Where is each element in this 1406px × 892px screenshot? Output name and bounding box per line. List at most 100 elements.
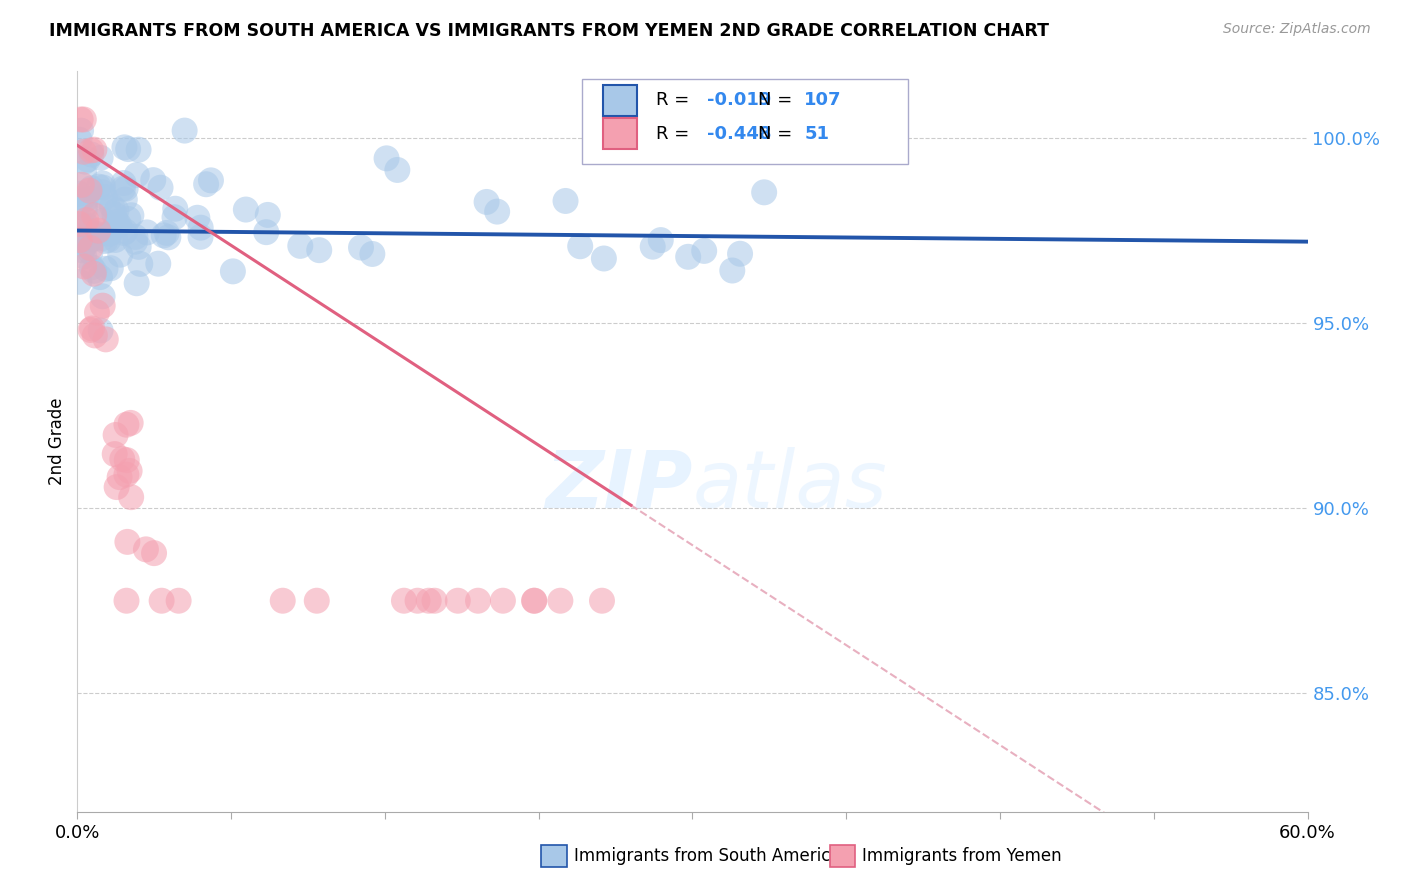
Point [125,277,148,291]
Point [77,223,100,237]
Point [69,233,91,247]
Point [73,112,96,127]
Point [83,328,105,343]
Point [165,202,187,216]
Point [117,211,139,226]
Point [104,447,127,461]
Point [721,263,744,277]
Text: -0.448: -0.448 [707,125,772,143]
Text: 107: 107 [804,91,842,109]
Point [128,240,150,254]
Point [124,235,146,249]
Point [128,143,150,157]
Point [82,232,104,246]
Point [256,208,278,222]
Point [350,241,373,255]
Point [222,264,245,278]
FancyBboxPatch shape [603,118,637,149]
Point [91,299,114,313]
Point [118,464,141,478]
Text: Immigrants from Yemen: Immigrants from Yemen [862,847,1062,865]
Point [387,163,409,178]
Point [550,593,572,607]
Point [173,123,195,137]
Point [114,193,136,207]
Point [83,143,105,157]
Text: 51: 51 [804,125,830,143]
Point [115,593,138,607]
Point [641,240,664,254]
Point [110,248,132,262]
Point [73,166,96,180]
Point [87,179,110,194]
Point [406,593,429,607]
Text: IMMIGRANTS FROM SOUTH AMERICA VS IMMIGRANTS FROM YEMEN 2ND GRADE CORRELATION CHA: IMMIGRANTS FROM SOUTH AMERICA VS IMMIGRA… [49,22,1049,40]
Point [305,593,328,607]
Point [152,228,174,243]
Point [650,233,672,247]
Point [120,490,142,504]
Point [136,226,159,240]
Point [79,241,101,255]
Point [676,250,699,264]
Text: atlas: atlas [693,447,887,525]
Point [94,332,117,346]
Point [308,243,330,257]
Point [475,194,498,209]
Point [94,261,117,276]
Point [73,260,96,274]
Point [75,193,97,207]
Point [728,246,751,260]
Point [591,593,613,607]
Point [112,140,135,154]
Point [75,218,97,232]
Point [554,194,576,208]
Point [90,323,112,337]
Point [195,178,218,192]
Point [83,227,105,242]
Point [135,542,157,557]
Text: N =: N = [758,91,797,109]
Point [271,593,294,607]
Point [200,173,222,187]
Text: -0.019: -0.019 [707,91,772,109]
Point [693,244,716,258]
Point [523,593,546,607]
Point [89,270,111,285]
Point [156,226,179,240]
Point [754,186,776,200]
Point [115,467,138,482]
Point [75,213,97,227]
Point [82,321,104,335]
Point [111,452,134,467]
Point [100,261,122,276]
Point [72,244,94,258]
Point [86,305,108,319]
Text: R =: R = [655,91,695,109]
Point [569,239,592,253]
Point [80,181,103,195]
Point [143,546,166,560]
Point [100,226,122,240]
Point [90,151,112,165]
Point [76,153,98,167]
Point [105,480,128,494]
Point [447,593,470,607]
Point [67,229,90,244]
Point [120,208,142,222]
Point [70,123,93,137]
Point [97,201,120,215]
Point [76,236,98,251]
Point [79,184,101,198]
Point [105,215,128,229]
Point [73,249,96,263]
Point [104,428,127,442]
Point [69,112,91,127]
Point [87,224,110,238]
Point [83,267,105,281]
FancyBboxPatch shape [582,78,908,164]
Point [117,142,139,156]
FancyBboxPatch shape [603,85,637,116]
Point [67,217,90,231]
Point [125,168,148,182]
